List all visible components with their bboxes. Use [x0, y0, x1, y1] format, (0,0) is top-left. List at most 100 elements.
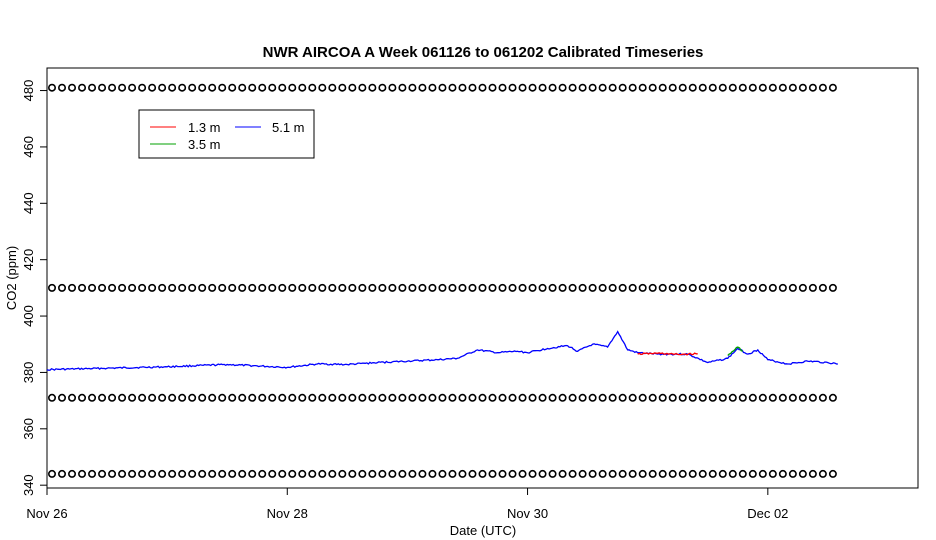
- calibration-point-410-21: [258, 283, 267, 292]
- calibration-point-371-71: [758, 393, 767, 402]
- calibration-point-410-47: [518, 283, 527, 292]
- calibration-point-371-2: [68, 393, 77, 402]
- calibration-point-481-13: [178, 83, 187, 92]
- calibration-point-344-6: [108, 469, 117, 478]
- calibration-point-344-9: [138, 469, 147, 478]
- calibration-point-344-39: [438, 469, 447, 478]
- calibration-point-371-45: [498, 393, 507, 402]
- calibration-point-481-52: [568, 83, 577, 92]
- calibration-point-344-23: [278, 469, 287, 478]
- calibration-point-344-31: [358, 469, 367, 478]
- calibration-point-410-51: [558, 283, 567, 292]
- calibration-point-371-75: [798, 393, 807, 402]
- calibration-point-410-46: [508, 283, 517, 292]
- calibration-point-344-1: [58, 469, 67, 478]
- calibration-point-371-14: [188, 393, 197, 402]
- calibration-point-481-19: [238, 83, 247, 92]
- y-tick-label-440: 440: [21, 192, 36, 214]
- calibration-point-371-9: [138, 393, 147, 402]
- calibration-point-344-54: [588, 469, 597, 478]
- calibration-point-481-33: [378, 83, 387, 92]
- calibration-point-371-38: [428, 393, 437, 402]
- calibration-point-410-63: [678, 283, 687, 292]
- calibration-point-371-36: [408, 393, 417, 402]
- calibration-point-481-30: [348, 83, 357, 92]
- calibration-point-344-65: [698, 469, 707, 478]
- calibration-point-371-51: [558, 393, 567, 402]
- calibration-point-410-20: [248, 283, 257, 292]
- calibration-point-344-25: [298, 469, 307, 478]
- calibration-point-481-69: [738, 83, 747, 92]
- calibration-point-410-5: [98, 283, 107, 292]
- calibration-point-371-24: [288, 393, 297, 402]
- calibration-point-410-64: [688, 283, 697, 292]
- calibration-point-481-64: [688, 83, 697, 92]
- calibration-point-371-17: [218, 393, 227, 402]
- calibration-point-410-30: [348, 283, 357, 292]
- calibration-point-410-8: [128, 283, 137, 292]
- calibration-point-344-59: [638, 469, 647, 478]
- calibration-point-481-16: [208, 83, 217, 92]
- calibration-point-371-62: [668, 393, 677, 402]
- calibration-point-344-34: [388, 469, 397, 478]
- calibration-point-410-48: [528, 283, 537, 292]
- calibration-point-371-58: [628, 393, 637, 402]
- x-axis-title: Date (UTC): [450, 523, 516, 538]
- calibration-point-410-36: [408, 283, 417, 292]
- calibration-point-371-3: [78, 393, 87, 402]
- calibration-point-481-22: [268, 83, 277, 92]
- calibration-point-344-3: [78, 469, 87, 478]
- calibration-point-410-72: [768, 283, 777, 292]
- calibration-point-371-77: [818, 393, 827, 402]
- calibration-point-481-60: [648, 83, 657, 92]
- calibration-point-344-64: [688, 469, 697, 478]
- calibration-point-481-21: [258, 83, 267, 92]
- chart-title: NWR AIRCOA A Week 061126 to 061202 Calib…: [263, 44, 704, 61]
- calibration-point-371-56: [608, 393, 617, 402]
- calibration-point-344-51: [558, 469, 567, 478]
- calibration-point-344-56: [608, 469, 617, 478]
- calibration-point-344-42: [468, 469, 477, 478]
- calibration-point-481-50: [548, 83, 557, 92]
- calibration-point-371-48: [528, 393, 537, 402]
- calibration-point-410-52: [568, 283, 577, 292]
- calibration-point-481-34: [388, 83, 397, 92]
- calibration-point-371-61: [658, 393, 667, 402]
- calibration-point-481-70: [748, 83, 757, 92]
- calibration-point-371-78: [828, 393, 837, 402]
- calibration-point-481-59: [638, 83, 647, 92]
- calibration-point-344-40: [448, 469, 457, 478]
- calibration-point-371-25: [298, 393, 307, 402]
- calibration-point-481-43: [478, 83, 487, 92]
- calibration-point-371-1: [58, 393, 67, 402]
- calibration-point-410-57: [618, 283, 627, 292]
- calibration-point-371-19: [238, 393, 247, 402]
- calibration-point-410-65: [698, 283, 707, 292]
- calibration-point-410-3: [78, 283, 87, 292]
- calibration-point-481-24: [288, 83, 297, 92]
- calibration-point-344-38: [428, 469, 437, 478]
- calibration-point-410-77: [818, 283, 827, 292]
- calibration-point-371-39: [438, 393, 447, 402]
- calibration-point-410-28: [328, 283, 337, 292]
- calibration-point-481-75: [798, 83, 807, 92]
- calibration-point-410-44: [488, 283, 497, 292]
- calibration-point-481-57: [618, 83, 627, 92]
- calibration-point-481-48: [528, 83, 537, 92]
- calibration-point-344-62: [668, 469, 677, 478]
- calibration-point-371-5: [98, 393, 107, 402]
- calibration-point-344-11: [158, 469, 167, 478]
- calibration-point-410-53: [578, 283, 587, 292]
- calibration-point-371-46: [508, 393, 517, 402]
- calibration-point-344-32: [368, 469, 377, 478]
- calibration-point-410-17: [218, 283, 227, 292]
- calibration-point-481-56: [608, 83, 617, 92]
- calibration-point-481-61: [658, 83, 667, 92]
- calibration-point-410-71: [758, 283, 767, 292]
- calibration-point-481-23: [278, 83, 287, 92]
- series-line-5-1-m: [46, 330, 838, 371]
- calibration-point-371-69: [738, 393, 747, 402]
- calibration-point-371-65: [698, 393, 707, 402]
- calibration-point-481-38: [428, 83, 437, 92]
